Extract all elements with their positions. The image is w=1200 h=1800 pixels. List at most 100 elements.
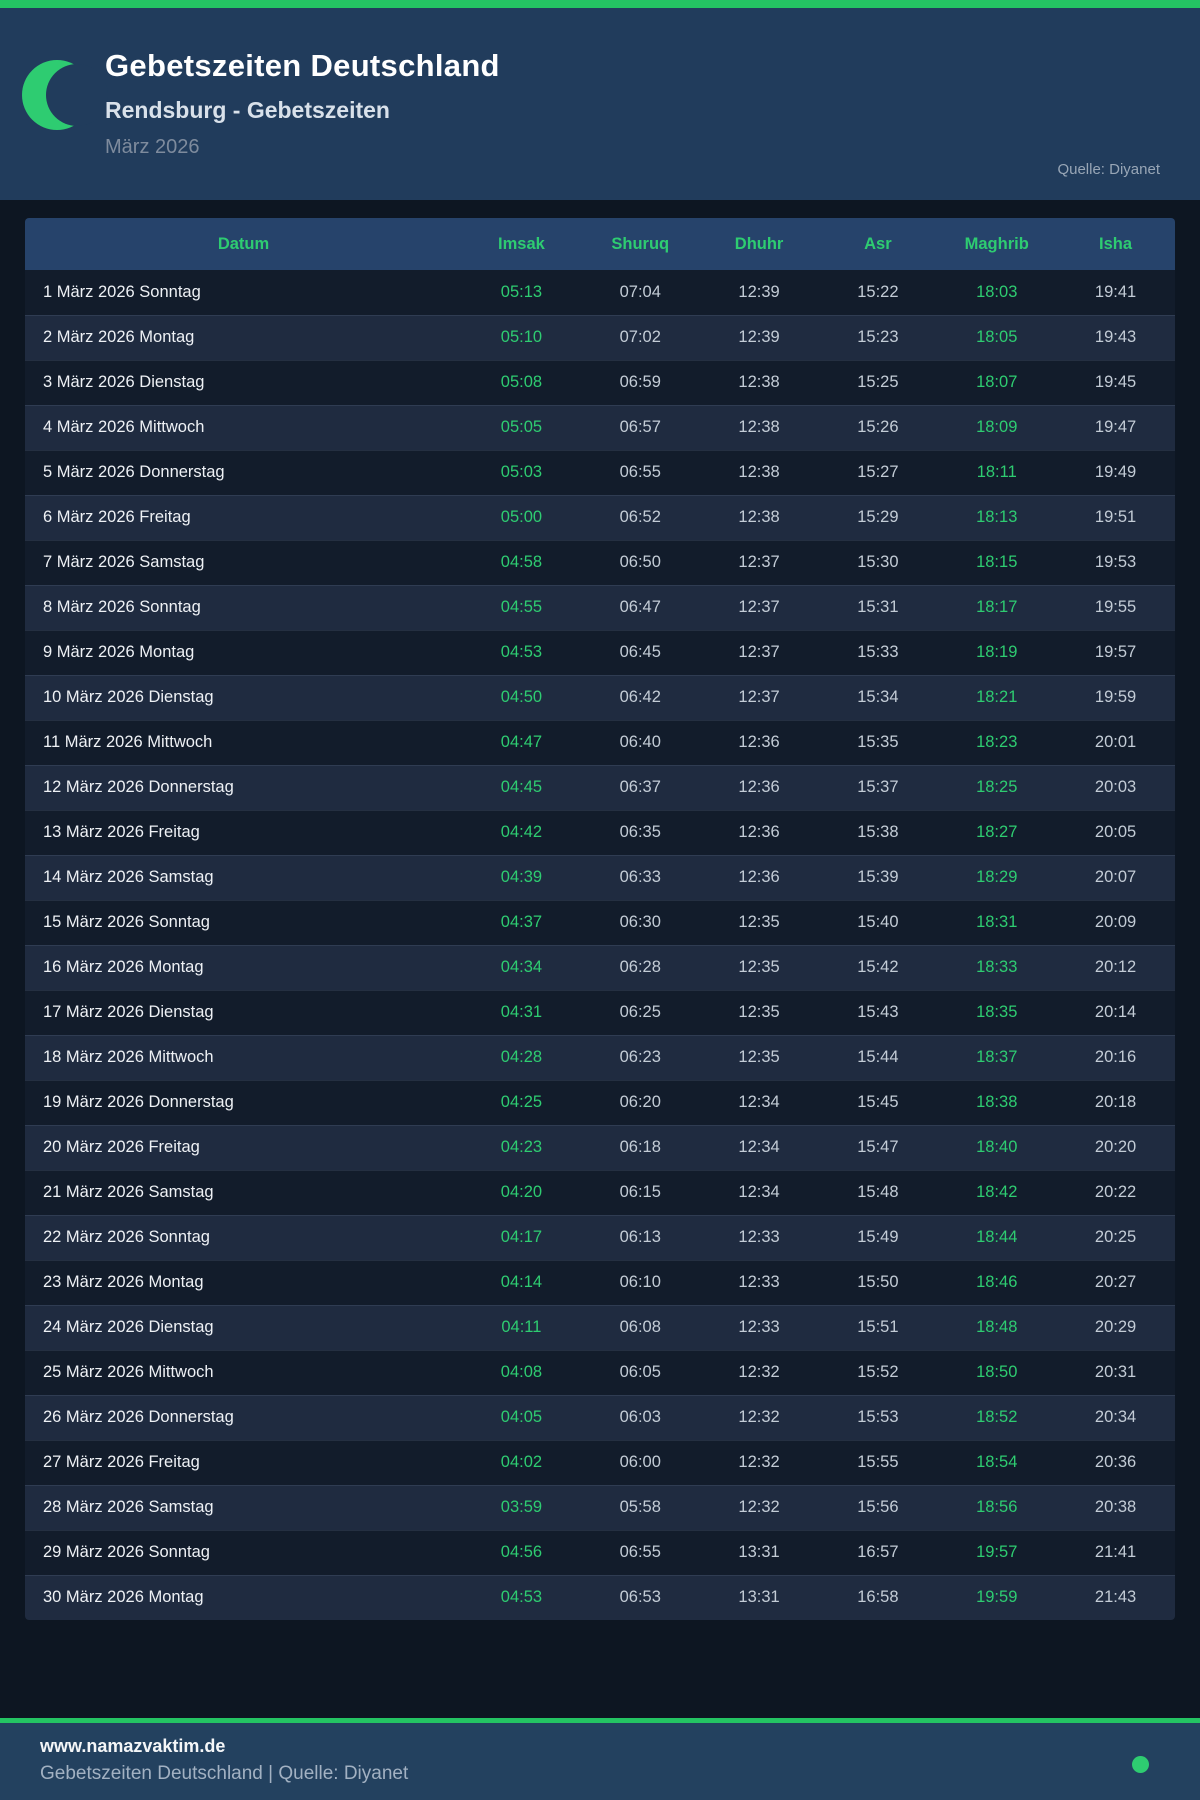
- time-cell-asr: 16:57: [818, 1529, 938, 1575]
- table-row: 20 März 2026 Freitag 04:23 06:18 12:34 15:47…: [25, 1124, 1175, 1170]
- time-cell-asr: 15:56: [818, 1484, 938, 1530]
- time-cell-shuruq: 06:00: [580, 1439, 700, 1485]
- time-cell-shuruq: 06:08: [580, 1304, 700, 1350]
- time-cell-imsak: 04:47: [462, 719, 581, 765]
- table-row: 25 März 2026 Mittwoch 04:08 06:05 12:32 15:5…: [25, 1349, 1175, 1395]
- time-cell-asr: 15:30: [818, 539, 938, 585]
- date-cell: 30 März 2026 Montag: [25, 1574, 462, 1620]
- time-cell-maghrib: 18:19: [937, 629, 1057, 675]
- time-cell-isha: 21:41: [1056, 1529, 1175, 1575]
- time-cell-dhuhr: 12:37: [699, 584, 819, 630]
- time-cell-maghrib: 18:38: [937, 1079, 1057, 1125]
- table-row: 13 März 2026 Freitag 04:42 06:35 12:36 15:38…: [25, 809, 1175, 855]
- table-row: 5 März 2026 Donnerstag 05:03 06:55 12:38 15:…: [25, 449, 1175, 495]
- date-cell: 29 März 2026 Sonntag: [25, 1529, 462, 1575]
- time-cell-shuruq: 06:25: [580, 989, 700, 1035]
- date-cell: 14 März 2026 Samstag: [25, 854, 462, 900]
- time-cell-maghrib: 18:44: [937, 1214, 1057, 1260]
- time-cell-imsak: 04:39: [462, 854, 581, 900]
- time-cell-shuruq: 06:10: [580, 1259, 700, 1305]
- time-cell-asr: 15:44: [818, 1034, 938, 1080]
- time-cell-asr: 15:40: [818, 899, 938, 945]
- time-cell-maghrib: 18:09: [937, 404, 1057, 450]
- time-cell-asr: 15:45: [818, 1079, 938, 1125]
- table-row: 15 März 2026 Sonntag 04:37 06:30 12:35 15:40…: [25, 899, 1175, 945]
- time-cell-maghrib: 18:56: [937, 1484, 1057, 1530]
- time-cell-imsak: 04:37: [462, 899, 581, 945]
- time-cell-isha: 19:45: [1056, 359, 1175, 405]
- time-cell-imsak: 04:11: [462, 1304, 581, 1350]
- time-cell-dhuhr: 12:34: [699, 1079, 819, 1125]
- time-cell-shuruq: 06:33: [580, 854, 700, 900]
- time-cell-asr: 15:51: [818, 1304, 938, 1350]
- time-cell-imsak: 04:28: [462, 1034, 581, 1080]
- time-cell-shuruq: 06:45: [580, 629, 700, 675]
- table-row: 19 März 2026 Donnerstag 04:25 06:20 12:34 15…: [25, 1079, 1175, 1125]
- time-cell-dhuhr: 12:37: [699, 674, 819, 720]
- time-cell-dhuhr: 12:34: [699, 1124, 819, 1170]
- date-cell: 25 März 2026 Mittwoch: [25, 1349, 462, 1395]
- prayer-times-table-container: Datum Imsak Shuruq Dhuhr Asr Maghrib Isha 1 Mä…: [25, 218, 1175, 1620]
- table-row: 28 März 2026 Samstag 03:59 05:58 12:32 15:56…: [25, 1484, 1175, 1530]
- page-footer: www.namazvaktim.de Gebetszeiten Deutschl…: [0, 1718, 1200, 1800]
- time-cell-dhuhr: 12:32: [699, 1394, 819, 1440]
- time-cell-shuruq: 06:52: [580, 494, 700, 540]
- time-cell-dhuhr: 12:36: [699, 854, 819, 900]
- top-accent-bar: [0, 0, 1200, 8]
- table-row: 18 März 2026 Mittwoch 04:28 06:23 12:35 15:4…: [25, 1034, 1175, 1080]
- time-cell-isha: 20:27: [1056, 1259, 1175, 1305]
- time-cell-asr: 15:47: [818, 1124, 938, 1170]
- time-cell-dhuhr: 12:35: [699, 899, 819, 945]
- time-cell-imsak: 04:25: [462, 1079, 581, 1125]
- time-cell-maghrib: 18:46: [937, 1259, 1057, 1305]
- time-cell-asr: 15:22: [857, 282, 899, 301]
- time-cell-maghrib: 18:33: [937, 944, 1057, 990]
- column-header-shuruq: Shuruq: [580, 218, 700, 270]
- time-cell-isha: 20:05: [1056, 809, 1175, 855]
- date-cell: 12 März 2026 Donnerstag: [25, 764, 462, 810]
- time-cell-imsak: 04:14: [462, 1259, 581, 1305]
- date-cell: 22 März 2026 Sonntag: [25, 1214, 462, 1260]
- time-cell-asr: 15:38: [818, 809, 938, 855]
- time-cell-asr: 15:25: [818, 359, 938, 405]
- time-cell-asr: 15:50: [818, 1259, 938, 1305]
- green-dot-icon: [1132, 1756, 1149, 1773]
- time-cell-shuruq: 06:37: [580, 764, 700, 810]
- time-cell-isha: 19:51: [1056, 494, 1175, 540]
- table-row: 7 März 2026 Samstag 04:58 06:50 12:37 15:30 1…: [25, 539, 1175, 585]
- time-cell-shuruq: 06:50: [580, 539, 700, 585]
- time-cell-shuruq: 06:18: [580, 1124, 700, 1170]
- time-cell-dhuhr: 12:38: [699, 359, 819, 405]
- time-cell-maghrib: 18:25: [937, 764, 1057, 810]
- prayer-times-table: Datum Imsak Shuruq Dhuhr Asr Maghrib Isha 1 Mä…: [25, 218, 1175, 1620]
- website-label: www.namazvaktim.de: [40, 1736, 226, 1756]
- time-cell-shuruq: 05:58: [580, 1484, 700, 1530]
- table-row: 11 März 2026 Mittwoch 04:47 06:40 12:36 15:3…: [25, 719, 1175, 765]
- table-row: 10 März 2026 Dienstag 04:50 06:42 12:37 15:3…: [25, 674, 1175, 720]
- time-cell-maghrib: 18:17: [937, 584, 1057, 630]
- time-cell-imsak: 04:05: [462, 1394, 581, 1440]
- column-header-dhuhr: Dhuhr: [699, 218, 819, 270]
- time-cell-isha: 20:16: [1056, 1034, 1175, 1080]
- date-cell: 10 März 2026 Dienstag: [25, 674, 462, 720]
- time-cell-shuruq: 06:47: [580, 584, 700, 630]
- time-cell-imsak: 03:59: [462, 1484, 581, 1530]
- time-cell-shuruq: 06:59: [580, 359, 700, 405]
- time-cell-isha: 20:22: [1056, 1169, 1175, 1215]
- column-header-datum: Datum: [25, 218, 462, 270]
- time-cell-shuruq: 06:05: [580, 1349, 700, 1395]
- time-cell-imsak: 04:50: [462, 674, 581, 720]
- table-row: 17 März 2026 Dienstag 04:31 06:25 12:35 15:4…: [25, 989, 1175, 1035]
- time-cell-maghrib: 18:37: [937, 1034, 1057, 1080]
- time-cell-maghrib: 18:11: [937, 449, 1057, 495]
- time-cell-isha: 19:43: [1056, 314, 1175, 360]
- date-cell: 7 März 2026 Samstag: [25, 539, 462, 585]
- time-cell-maghrib: 18:50: [937, 1349, 1057, 1395]
- page-subtitle: Rendsburg - Gebetszeiten: [105, 97, 390, 123]
- time-cell-dhuhr: 12:35: [699, 1034, 819, 1080]
- time-cell-maghrib: 18:48: [937, 1304, 1057, 1350]
- time-cell-isha: 20:20: [1056, 1124, 1175, 1170]
- time-cell-maghrib: 19:57: [937, 1529, 1057, 1575]
- time-cell-maghrib: 18:15: [937, 539, 1057, 585]
